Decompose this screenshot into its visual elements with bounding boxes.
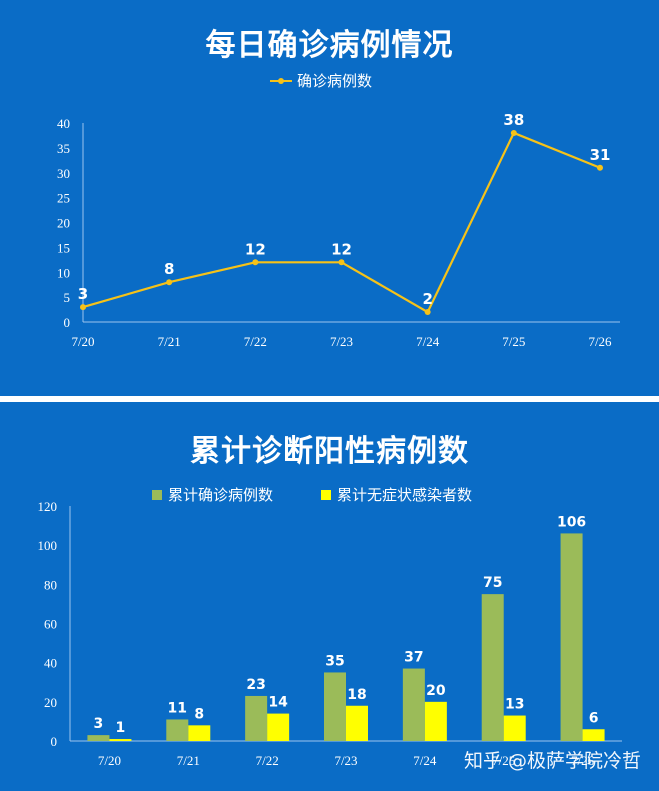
line-chart-legend: 确诊病例数 — [270, 70, 372, 91]
bar-asymptomatic — [424, 701, 447, 741]
y-tick-label: 25 — [57, 191, 70, 206]
y-tick-label: 80 — [44, 577, 57, 592]
data-label: 11 — [168, 700, 187, 716]
data-label: 3 — [78, 285, 88, 303]
legend-item-confirmed: 确诊病例数 — [270, 70, 372, 91]
x-tick-label: 7/24 — [416, 334, 440, 349]
y-tick-label: 10 — [57, 265, 70, 280]
data-point — [252, 259, 259, 266]
data-label: 6 — [589, 710, 599, 726]
x-tick-label: 7/23 — [334, 753, 357, 768]
x-tick-label: 7/26 — [571, 753, 595, 768]
yellow-square-icon — [321, 489, 332, 500]
data-label: 13 — [505, 697, 524, 713]
data-label: 35 — [325, 653, 344, 669]
bar-chart-title: 累计诊断阳性病例数 — [190, 434, 469, 469]
y-tick-label: 30 — [57, 166, 70, 181]
x-tick-label: 7/20 — [71, 334, 94, 349]
data-label: 38 — [503, 111, 524, 129]
x-tick-label: 7/21 — [158, 334, 181, 349]
data-label: 23 — [246, 677, 265, 693]
x-tick-label: 7/25 — [492, 753, 515, 768]
legend-label-asymptomatic: 累计无症状感染者数 — [337, 486, 473, 504]
data-point — [597, 164, 603, 171]
y-tick-label: 15 — [57, 240, 70, 255]
data-point — [80, 304, 86, 311]
data-label: 12 — [245, 240, 266, 258]
bar-asymptomatic — [109, 739, 132, 741]
line-legend-marker-icon — [270, 76, 292, 86]
x-tick-label: 7/23 — [330, 334, 353, 349]
bar-asymptomatic — [582, 729, 605, 741]
y-tick-label: 120 — [38, 499, 58, 514]
x-tick-label: 7/21 — [177, 753, 200, 768]
bar-cumulative-confirmed — [402, 668, 425, 741]
x-tick-label: 7/22 — [256, 753, 279, 768]
data-label: 18 — [347, 687, 366, 703]
data-label: 31 — [590, 146, 611, 164]
data-label: 1 — [116, 720, 126, 736]
daily-cases-panel: 每日确诊病例情况 确诊病例数 0 5 10 15 20 25 30 35 40 7/20 7/21 7… — [0, 0, 659, 396]
y-tick-label: 40 — [57, 116, 70, 131]
y-tick-label: 60 — [44, 617, 57, 632]
legend-item-cumulative-confirmed: 累计确诊病例数 — [152, 484, 273, 505]
data-label: 37 — [404, 650, 423, 666]
y-tick-label: 20 — [44, 695, 57, 710]
bar-asymptomatic — [503, 715, 526, 741]
y-tick-label: 20 — [57, 216, 70, 231]
bar-cumulative-confirmed — [87, 735, 110, 741]
bar-asymptomatic — [188, 725, 211, 741]
bar-asymptomatic — [267, 713, 290, 741]
line-chart-plot: 0 5 10 15 20 25 30 35 40 7/20 7/21 7/22 7/23 7/24 7/25… — [57, 111, 620, 349]
cumulative-cases-panel: 累计诊断阳性病例数 累计确诊病例数 累计无症状感染者数 0 20 40 60 80 100… — [0, 402, 659, 791]
bar-asymptomatic — [346, 705, 368, 741]
data-label: 75 — [483, 575, 502, 591]
y-tick-label: 40 — [44, 656, 57, 671]
data-label: 106 — [557, 514, 586, 530]
x-tick-label: 7/25 — [502, 334, 525, 349]
legend-label-cumulative-confirmed: 累计确诊病例数 — [168, 486, 274, 504]
bar-cumulative-confirmed — [481, 594, 504, 741]
legend-label-confirmed: 确诊病例数 — [297, 72, 373, 90]
data-point — [510, 129, 517, 136]
data-label: 20 — [426, 683, 446, 699]
bar-cumulative-confirmed — [245, 695, 268, 741]
x-tick-label: 7/26 — [588, 334, 612, 349]
data-label: 14 — [268, 695, 288, 711]
data-point — [166, 279, 173, 286]
legend-item-asymptomatic: 累计无症状感染者数 — [321, 484, 472, 505]
data-label: 12 — [331, 240, 352, 258]
data-label: 8 — [164, 260, 174, 278]
y-tick-label: 100 — [38, 538, 58, 553]
y-tick-label: 0 — [64, 315, 71, 330]
bar-cumulative-confirmed — [560, 533, 583, 741]
data-point — [424, 309, 431, 316]
x-tick-label: 7/20 — [98, 753, 121, 768]
data-label: 3 — [94, 716, 104, 732]
green-square-icon — [152, 489, 162, 500]
line-chart-title: 每日确诊病例情况 — [205, 28, 454, 63]
bar-cumulative-confirmed — [324, 672, 346, 741]
y-tick-label: 5 — [64, 290, 71, 305]
x-tick-label: 7/22 — [244, 334, 267, 349]
series-line-confirmed — [82, 131, 601, 314]
x-tick-label: 7/24 — [413, 753, 437, 768]
data-label: 8 — [194, 706, 204, 722]
y-tick-label: 35 — [57, 141, 70, 156]
data-point — [338, 259, 345, 266]
watermark: 知乎 @极萨学院冷哲 — [463, 750, 641, 772]
data-label: 2 — [422, 290, 432, 308]
y-tick-label: 0 — [51, 734, 58, 749]
bar-chart-legend: 累计确诊病例数 累计无症状感染者数 — [152, 484, 472, 505]
bar-cumulative-confirmed — [166, 719, 189, 741]
